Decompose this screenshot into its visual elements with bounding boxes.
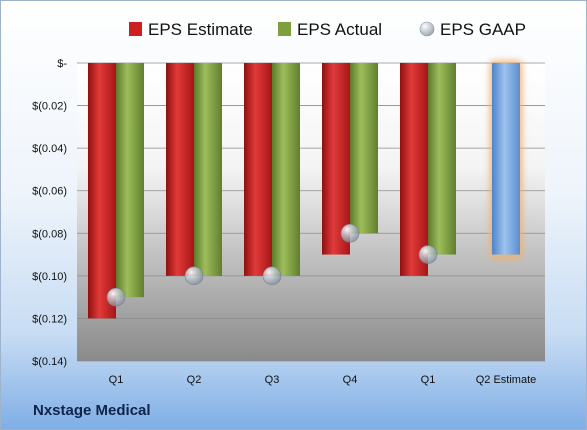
bar-eps-actual bbox=[272, 63, 300, 276]
legend-marker-eps-gaap bbox=[419, 21, 435, 37]
y-tick-label: $- bbox=[57, 58, 67, 70]
x-axis: Q1 Q2 Q3 Q4 Q1 Q2 Estimate bbox=[109, 374, 537, 386]
bars bbox=[88, 60, 523, 319]
legend-label-eps-estimate: EPS Estimate bbox=[148, 20, 253, 39]
bar-eps-actual bbox=[194, 63, 222, 276]
y-tick-label: $(0.10) bbox=[32, 271, 67, 283]
marker-eps-gaap bbox=[184, 266, 204, 286]
legend-label-eps-gaap: EPS GAAP bbox=[440, 20, 526, 39]
company-name: Nxstage Medical bbox=[33, 402, 151, 419]
y-axis: $- $(0.02) $(0.04) $(0.06) $(0.08) $(0.10) $(0… bbox=[32, 58, 67, 368]
y-tick-label: $(0.12) bbox=[32, 313, 67, 325]
legend-swatch-eps-estimate bbox=[129, 22, 142, 36]
legend-swatch-eps-actual bbox=[278, 22, 291, 36]
bar-eps-estimate bbox=[244, 63, 272, 276]
y-tick-label: $(0.04) bbox=[32, 143, 67, 155]
marker-eps-gaap bbox=[340, 223, 360, 243]
x-tick-label: Q2 bbox=[187, 374, 202, 386]
y-tick-label: $(0.06) bbox=[32, 186, 67, 198]
bar-eps-estimate bbox=[400, 63, 428, 276]
marker-eps-gaap bbox=[418, 245, 438, 264]
bar-q2-estimate bbox=[492, 63, 520, 255]
bar-eps-actual bbox=[350, 63, 378, 234]
x-tick-label: Q4 bbox=[343, 374, 358, 386]
x-tick-label: Q1 bbox=[421, 374, 436, 386]
legend-label-eps-actual: EPS Actual bbox=[297, 20, 382, 39]
bar-eps-actual bbox=[116, 63, 144, 298]
y-tick-label: $(0.02) bbox=[32, 101, 67, 113]
bar-eps-estimate bbox=[166, 63, 194, 276]
bar-eps-estimate bbox=[322, 63, 350, 255]
y-tick-label: $(0.08) bbox=[32, 228, 67, 240]
plot-area bbox=[77, 63, 545, 361]
x-tick-label: Q3 bbox=[265, 374, 280, 386]
x-tick-label: Q1 bbox=[109, 374, 124, 386]
marker-eps-gaap bbox=[106, 287, 126, 307]
bar-eps-actual bbox=[428, 63, 456, 255]
legend: EPS Estimate EPS Actual EPS GAAP bbox=[129, 20, 526, 39]
y-tick-label: $(0.14) bbox=[32, 356, 67, 368]
bar-eps-estimate bbox=[88, 63, 116, 319]
marker-eps-gaap bbox=[262, 266, 282, 286]
x-tick-label: Q2 Estimate bbox=[476, 374, 537, 386]
gaap-markers bbox=[106, 223, 438, 307]
gridlines bbox=[77, 62, 545, 362]
